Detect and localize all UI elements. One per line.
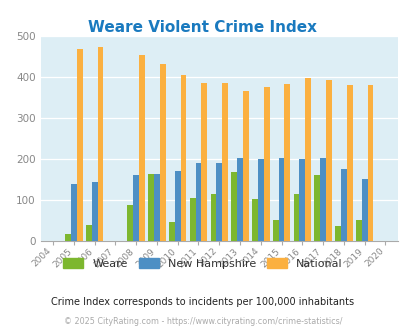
Bar	[231, 172, 237, 241]
Bar	[65, 234, 71, 241]
Bar	[252, 199, 257, 241]
Bar	[367, 85, 373, 241]
Bar	[334, 226, 340, 241]
Legend: Weare, New Hampshire, National: Weare, New Hampshire, National	[59, 253, 346, 273]
Text: © 2025 CityRating.com - https://www.cityrating.com/crime-statistics/: © 2025 CityRating.com - https://www.city…	[64, 317, 341, 326]
Bar	[222, 82, 227, 241]
Bar	[86, 224, 92, 241]
Bar	[97, 47, 103, 241]
Bar	[139, 55, 145, 241]
Bar	[168, 222, 175, 241]
Bar	[298, 159, 305, 241]
Bar	[210, 194, 216, 241]
Bar	[195, 163, 201, 241]
Bar	[325, 80, 331, 241]
Text: Weare Violent Crime Index: Weare Violent Crime Index	[88, 20, 317, 35]
Bar	[175, 171, 180, 241]
Text: Crime Index corresponds to incidents per 100,000 inhabitants: Crime Index corresponds to incidents per…	[51, 297, 354, 307]
Bar	[284, 84, 290, 241]
Bar	[355, 220, 361, 241]
Bar	[160, 64, 165, 241]
Bar	[242, 91, 248, 241]
Bar	[346, 85, 352, 241]
Bar	[263, 87, 269, 241]
Bar	[92, 182, 97, 241]
Bar	[77, 49, 82, 241]
Bar	[340, 169, 346, 241]
Bar	[148, 174, 153, 241]
Bar	[305, 78, 310, 241]
Bar	[153, 174, 160, 241]
Bar	[189, 198, 195, 241]
Bar	[278, 158, 284, 241]
Bar	[272, 220, 278, 241]
Bar	[293, 194, 298, 241]
Bar	[201, 82, 207, 241]
Bar	[237, 158, 242, 241]
Bar	[216, 163, 222, 241]
Bar	[127, 205, 133, 241]
Bar	[180, 75, 186, 241]
Bar	[133, 176, 139, 241]
Bar	[71, 183, 77, 241]
Bar	[320, 158, 325, 241]
Bar	[313, 176, 320, 241]
Bar	[257, 159, 263, 241]
Bar	[361, 179, 367, 241]
